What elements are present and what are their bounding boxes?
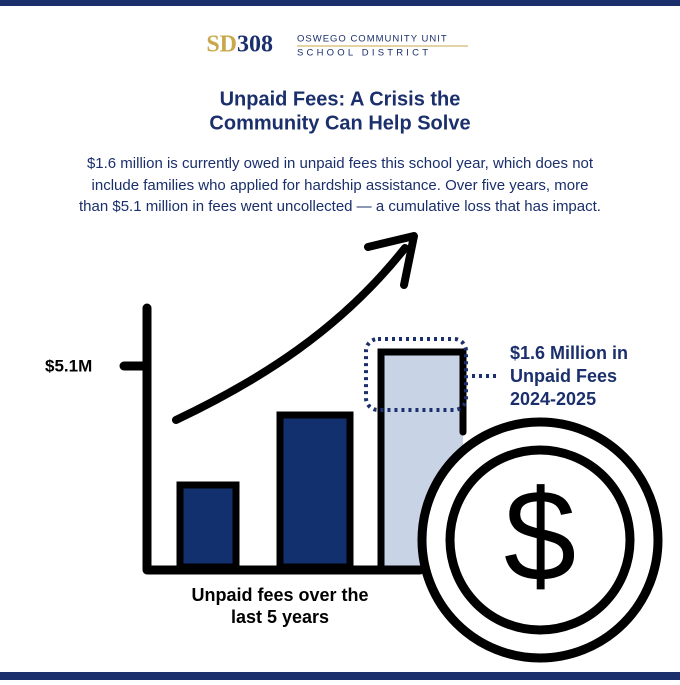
coin-inner [445, 445, 635, 635]
highlight-box [364, 337, 468, 412]
bar [276, 411, 354, 571]
logo-sd: SD [206, 32, 237, 58]
bar [176, 481, 240, 571]
callout-line: 2024-2025 [510, 389, 596, 409]
logo-line2: SCHOOL DISTRICT [297, 48, 431, 59]
callout-line: $1.6 Million in [510, 343, 628, 363]
axes [142, 303, 425, 575]
body-line: $1.6 million is currently owed in unpaid… [87, 155, 594, 172]
callout-line: Unpaid Fees [510, 366, 617, 386]
trend-arrow [172, 244, 409, 424]
title-line: Unpaid Fees: A Crisis the [220, 88, 461, 110]
arrow-head [364, 232, 418, 289]
top-bar [0, 0, 680, 6]
bottom-bar [0, 672, 680, 680]
title-line: Community Can Help Solve [209, 112, 470, 134]
axis-label: $5.1M [45, 356, 92, 375]
bar-outline [377, 348, 467, 571]
coin-symbol: $ [504, 462, 576, 608]
logo-line1: OSWEGO COMMUNITY UNIT [297, 34, 448, 45]
caption-line: Unpaid fees over the [191, 585, 368, 605]
body-line: than $5.1 million in fees went uncollect… [79, 198, 601, 215]
caption-line: last 5 years [231, 607, 329, 627]
body-line: include families who applied for hardshi… [92, 177, 589, 194]
logo-number: 308 [237, 32, 273, 58]
